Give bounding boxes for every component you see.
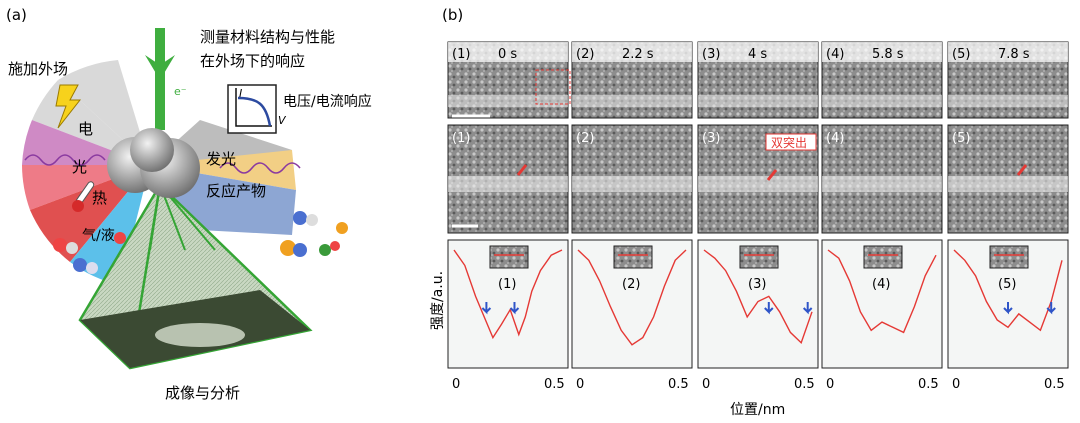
marker-arrow: [1016, 164, 1028, 176]
y-axis-label: 强度/a.u.: [430, 271, 446, 330]
inset-thumbnail: [863, 245, 903, 269]
x-tick-label: 0.5: [544, 377, 565, 392]
inset-thumbnail: [739, 245, 779, 269]
frame-time: 0 s: [498, 47, 517, 62]
frame-index: (4): [826, 47, 844, 62]
x-tick-label: 0: [952, 377, 960, 392]
profile-index: (1): [498, 277, 516, 292]
x-tick-label: 0.5: [1044, 377, 1065, 392]
stm-bright-stripe: [698, 176, 818, 192]
x-tick-label: 0.5: [668, 377, 689, 392]
profile-line: [827, 249, 937, 334]
profile-line: [577, 249, 687, 346]
thermometer-icon: [72, 181, 95, 212]
inset-thumbnail: [489, 245, 529, 269]
sector-heat: 热: [92, 189, 107, 207]
frame-index-row2: (3): [702, 131, 720, 146]
top-text-line1: 测量材料结构与性能: [200, 28, 335, 46]
nanoparticle: [107, 128, 200, 198]
frame-index: (3): [702, 47, 720, 62]
lightning-icon: [55, 84, 82, 129]
iv-curve-inset: [227, 84, 277, 134]
blue-arrow: [1046, 302, 1056, 315]
top-text-line2: 在外场下的响应: [200, 52, 305, 70]
stm-bright-stripe: [448, 176, 568, 192]
frame-index-row2: (2): [576, 131, 594, 146]
sector-products: 反应产物: [206, 182, 266, 200]
frame-time: 4 s: [748, 47, 767, 62]
panel-b-label: (b): [442, 6, 463, 24]
frame-grid: (1) 0 s (1) (2) 2.2 s (2) (3) 4 s (3) (4) 5.8 s (4)…: [447, 41, 1069, 234]
marker-arrow: [766, 169, 778, 181]
sector-gas-liquid: 气/液: [82, 228, 115, 244]
frame-header-bg: [822, 42, 942, 62]
iv-y-label: I: [239, 87, 242, 100]
frame-time: 7.8 s: [998, 47, 1030, 62]
sector-luminescence: 发光: [206, 150, 236, 168]
frame-header-bg: [948, 42, 1068, 62]
sector-light: 光: [72, 158, 87, 176]
frame-time: 2.2 s: [622, 47, 654, 62]
x-tick-label: 0: [576, 377, 584, 392]
inset-thumbnail: [613, 245, 653, 269]
blue-arrow: [802, 302, 813, 315]
profile-index: (5): [998, 277, 1016, 292]
zoom-region-box: [535, 69, 571, 105]
frame-index: (1): [452, 47, 470, 62]
sector-electric: 电: [78, 120, 93, 138]
frame-index-row2: (5): [952, 131, 970, 146]
frame-time: 5.8 s: [872, 47, 904, 62]
external-field-label: 施加外场: [8, 60, 68, 78]
profile-plot-frame: [447, 239, 569, 369]
stm-bright-stripe: [948, 95, 1068, 107]
profile-plot-frame: [571, 239, 693, 369]
profile-line: [453, 249, 563, 340]
stm-bright-stripe: [948, 176, 1068, 192]
annotation-box: [765, 133, 817, 151]
profile-plots: (1) 0 0.5 (2) 0 0.5 (3) 0 0.5 (4) 0 0.5 (5) 0 0.5: [447, 239, 1069, 392]
imaging-label: 成像与分析: [165, 384, 240, 402]
frame-index-row2: (1): [452, 131, 470, 146]
blue-arrow: [481, 302, 492, 315]
blue-arrow: [764, 302, 774, 315]
stm-bright-stripe: [822, 95, 942, 107]
iv-response-label: 电压/电流响应: [283, 93, 372, 110]
frame-header-bg: [572, 42, 692, 62]
frame-index: (5): [952, 47, 970, 62]
profile-line: [953, 249, 1063, 332]
x-tick-label: 0: [702, 377, 710, 392]
electron-label: e⁻: [174, 85, 187, 98]
annotation-label: 双突出: [771, 135, 807, 150]
emission-wave-icon: [219, 162, 301, 174]
stm-bright-stripe: [572, 176, 692, 192]
x-axis-label: 位置/nm: [730, 402, 785, 418]
inset-thumbnail: [989, 245, 1029, 269]
wave-icon: [24, 154, 106, 166]
x-tick-label: 0: [452, 377, 460, 392]
stm-bright-stripe: [822, 176, 942, 192]
frame-header-bg: [698, 42, 818, 62]
imaging-pyramid: [78, 183, 313, 370]
stm-bright-stripe: [698, 95, 818, 107]
profile-index: (2): [622, 277, 640, 292]
profile-index: (4): [872, 277, 890, 292]
marker-arrow: [516, 164, 528, 176]
molecule-icons: [53, 211, 348, 274]
x-tick-label: 0.5: [918, 377, 939, 392]
stm-bright-stripe: [448, 95, 568, 107]
profile-index: (3): [748, 277, 766, 292]
x-tick-label: 0.5: [794, 377, 815, 392]
frame-index-row2: (4): [826, 131, 844, 146]
blue-arrow: [509, 302, 520, 315]
panel-a-label: (a): [6, 6, 27, 24]
iv-x-label: V: [278, 114, 287, 127]
frame-header-bg: [448, 42, 568, 62]
frame-index: (2): [576, 47, 594, 62]
blue-arrow: [1003, 302, 1013, 315]
beam-arrow: [145, 55, 175, 80]
profile-line: [703, 249, 813, 344]
x-tick-label: 0: [826, 377, 834, 392]
stm-bright-stripe: [572, 95, 692, 107]
